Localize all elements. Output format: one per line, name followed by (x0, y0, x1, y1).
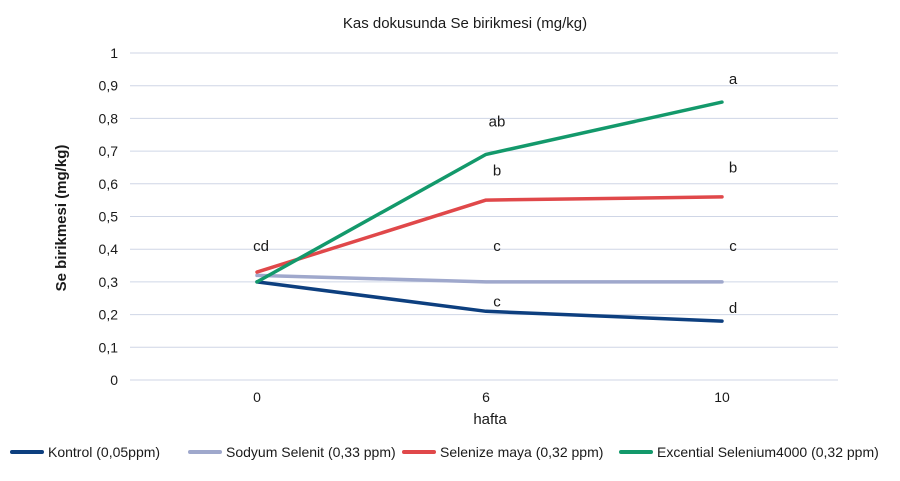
annotation-label: a (729, 71, 738, 88)
y-tick-label: 0,3 (99, 274, 119, 290)
annotation-label: c (493, 238, 501, 255)
y-tick-label: 0,4 (99, 241, 119, 257)
annotation-label: b (493, 163, 501, 180)
annotation-label: c (729, 238, 737, 255)
legend-label: Excential Selenium4000 (0,32 ppm) (657, 444, 879, 460)
series-line (255, 100, 724, 284)
y-tick-label: 0,9 (99, 78, 119, 94)
legend-label: Kontrol (0,05ppm) (48, 444, 160, 460)
chart-title: Kas dokusunda Se birikmesi (mg/kg) (343, 15, 587, 32)
annotation-label: ab (489, 114, 506, 131)
x-tick-label: 10 (714, 389, 730, 405)
series-line (255, 195, 724, 274)
y-tick-label: 1 (110, 45, 118, 61)
y-axis-ticks: 0 0,1 0,2 0,3 0,4 0,5 0,6 0,7 0,8 0,9 1 (99, 45, 119, 388)
legend-label: Selenize maya (0,32 ppm) (440, 444, 603, 460)
annotation-label: cd (253, 238, 269, 255)
annotation-label: c (493, 294, 501, 311)
x-axis-label: hafta (473, 411, 507, 428)
x-tick-label: 6 (482, 389, 490, 405)
annotation-label: b (729, 159, 737, 176)
y-tick-label: 0,5 (99, 209, 119, 225)
annotation-label: d (729, 300, 737, 317)
y-tick-label: 0,1 (99, 339, 119, 355)
y-tick-label: 0,2 (99, 307, 119, 323)
y-axis-label: Se birikmesi (mg/kg) (53, 145, 70, 292)
y-tick-label: 0,8 (99, 110, 119, 126)
gridlines (130, 52, 838, 381)
series-line (255, 273, 724, 284)
legend: Kontrol (0,05ppm) Sodyum Selenit (0,33 pp… (10, 444, 879, 460)
y-tick-label: 0,7 (99, 143, 119, 159)
x-tick-label: 0 (253, 389, 261, 405)
y-tick-label: 0 (110, 372, 118, 388)
series-lines (255, 100, 724, 323)
legend-label: Sodyum Selenit (0,33 ppm) (226, 444, 396, 460)
x-axis-ticks: 0 6 10 (253, 389, 730, 405)
y-tick-label: 0,6 (99, 176, 119, 192)
series-line (255, 280, 724, 323)
